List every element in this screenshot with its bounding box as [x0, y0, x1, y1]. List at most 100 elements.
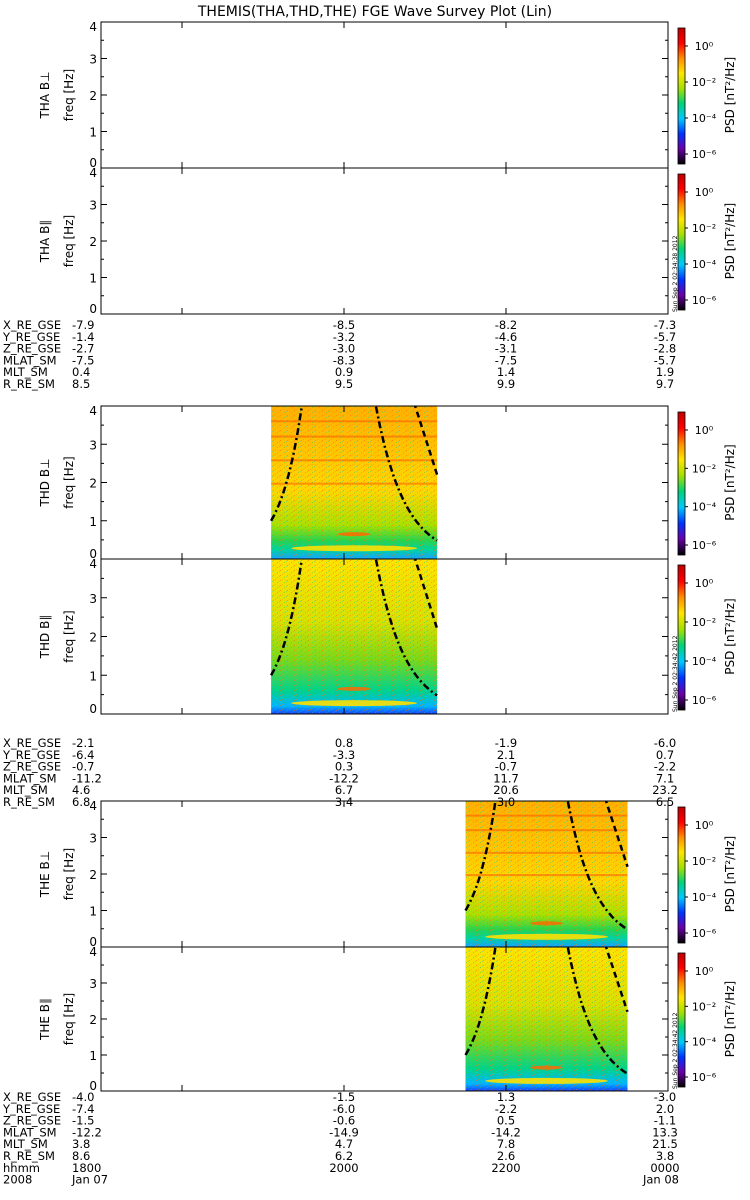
y-tick-label: 2 [89, 1013, 97, 1027]
ephemeris-value: -4.6 [495, 330, 517, 344]
ephemeris-value: -3.1 [495, 342, 517, 356]
time-tick-label: 0000 [650, 1161, 679, 1175]
ephemeris-value: -8.3 [333, 353, 355, 367]
colorbar [677, 173, 686, 311]
ephemeris-value: -8.5 [333, 318, 355, 332]
ephemeris-value: -0.7 [72, 760, 94, 774]
plot-title: THEMIS(THA,THD,THE) FGE Wave Survey Plot… [197, 4, 552, 20]
panel-the-par: 0 1 2 3 4 THE B∥ freq [Hz] 10⁰ 10⁻² 10⁻⁴ 10⁻⁶ PSD [… [38, 945, 737, 1093]
colorbar-tick-label: 10⁻⁶ [692, 694, 717, 707]
harmonic-line [465, 814, 628, 817]
colorbar [677, 411, 686, 556]
colorbar-tick-label: 10⁻⁶ [692, 148, 717, 161]
emission-band [291, 545, 418, 552]
gyro-curve-right [374, 559, 438, 697]
ephemeris-value: -1.1 [654, 1114, 676, 1128]
ephemeris-value: -4.0 [72, 1090, 94, 1104]
y-tick-label: 2 [89, 89, 97, 103]
panel-thd-par: 0 1 2 3 4 THD B∥ freq [Hz] 10⁰ 10⁻² 10⁻⁴ 10⁻⁶ PSD [… [38, 557, 737, 716]
ephemeris-value: -5.7 [654, 330, 676, 344]
ephemeris-value: -7.4 [72, 1102, 94, 1116]
y-tick-label: 2 [89, 235, 97, 249]
y-tick-label: 1 [89, 1049, 97, 1063]
ephemeris-value: -6.0 [333, 1102, 355, 1116]
colorbar-tick-label: 10⁰ [695, 186, 714, 199]
time-axis-labels: hhmm 1800 2000 2200 0000 2008 Jan 07 Jan 08 [3, 1161, 680, 1187]
time-tick-label: 1800 [72, 1161, 101, 1175]
ephemeris-value: 8.5 [72, 377, 90, 391]
y-tick-label: 1 [89, 272, 97, 286]
gyro-curve-dashed [604, 801, 629, 868]
time-tick-label: 2200 [491, 1161, 520, 1175]
ephemeris-row-label: Y_RE_GSE [2, 748, 60, 762]
y-tick-label: 4 [89, 20, 97, 34]
ephemeris-value: 6.2 [335, 1149, 353, 1163]
ephemeris-value: -3.0 [333, 342, 355, 356]
ephemeris-value: -7.3 [654, 318, 676, 332]
harmonic-line [465, 874, 628, 877]
ephemeris-value: -6.0 [654, 736, 676, 750]
colorbar [677, 952, 686, 1088]
emission-band [484, 1077, 609, 1084]
ephemeris-row-label: MLT_SM [3, 365, 48, 379]
colorbar-tick-label: 10⁻⁴ [692, 1036, 717, 1049]
ephemeris-value: 4.6 [72, 783, 90, 797]
ephemeris-value: 1.9 [656, 365, 674, 379]
emission-band [530, 921, 563, 926]
component-label: THD B⊥ [38, 458, 52, 507]
y-tick-label: 3 [89, 832, 97, 846]
emission-band [337, 686, 371, 691]
ephemeris-value: 6.8 [72, 795, 90, 809]
gyro-curve-right [566, 947, 629, 1075]
gyro-curve-dashed [413, 406, 439, 476]
spectrogram-panels: 0 1 2 3 4 THA B⊥ freq [Hz] 10⁰ 10⁻² 10⁻⁴ 10⁻⁶ PSD [… [38, 20, 737, 1093]
ephemeris-value: -7.9 [72, 318, 94, 332]
ephemeris-row-label: MLT_SM [3, 1137, 48, 1151]
ephemeris-value: -1.4 [72, 330, 94, 344]
y-tick-label: 3 [89, 592, 97, 606]
y-tick-label: 1 [89, 905, 97, 919]
ephemeris-value: 1.4 [497, 365, 515, 379]
colorbar-tick-label: 10⁰ [695, 965, 714, 978]
ephemeris-value: -0.7 [495, 760, 517, 774]
ephemeris-value: 7.8 [497, 1137, 515, 1151]
y-tick-label: 2 [89, 477, 97, 491]
ephemeris-value: 0.5 [497, 1114, 515, 1128]
ephemeris-table-tha: X_RE_GSE -7.9 -8.5 -8.2 -7.3 Y_RE_GSE -1.4 -3.2… [2, 318, 676, 391]
ephemeris-value: -2.7 [72, 342, 94, 356]
ephemeris-row-label: X_RE_GSE [3, 736, 61, 750]
ephemeris-value: 0.4 [72, 365, 90, 379]
ephemeris-row-label: MLAT_SM [3, 771, 57, 785]
colorbar-tick-label: 10⁻⁴ [692, 258, 717, 271]
colorbar-tick-label: 10⁻⁶ [692, 1071, 717, 1084]
ephemeris-value: -2.2 [495, 1102, 517, 1116]
component-label: THD B∥ [38, 615, 52, 660]
freq-axis-label: freq [Hz] [62, 848, 76, 900]
y-tick-label: 0 [89, 156, 97, 170]
ephemeris-value: -2.8 [654, 342, 676, 356]
colorbar-label: PSD [nT²/Hz] [723, 444, 737, 520]
ephemeris-row-label: Y_RE_GSE [2, 330, 60, 344]
ephemeris-row-label: Z_RE_GSE [3, 1114, 61, 1128]
ephemeris-value: 3.8 [656, 1149, 674, 1163]
ephemeris-value: 0.3 [335, 760, 353, 774]
gyro-curve-dashed [604, 947, 629, 1013]
colorbar [677, 564, 686, 711]
colorbar-tick-label: 10⁰ [695, 40, 714, 53]
render-timestamp: Sun Sep 2 02:34:42 2012 [672, 1012, 679, 1089]
y-tick-label: 4 [89, 945, 97, 959]
y-tick-label: 3 [89, 438, 97, 452]
ephemeris-value: 3.4 [335, 795, 353, 809]
gyro-curve-left [464, 801, 497, 912]
ephemeris-value: -12.2 [329, 771, 359, 785]
ephemeris-row-label: Z_RE_GSE [3, 342, 61, 356]
panel-tha-par: 0 1 2 3 4 THA B∥ freq [Hz] 10⁰ 10⁻² 10⁻⁴ 10⁻⁶ PSD [… [38, 166, 737, 316]
harmonic-line [465, 851, 628, 854]
ephemeris-row-label: Y_RE_GSE [2, 1102, 60, 1116]
colorbar-tick-label: 10⁻⁴ [692, 112, 717, 125]
y-tick-label: 0 [89, 547, 97, 561]
freq-axis-label: freq [Hz] [62, 69, 76, 121]
ephemeris-value: 6.7 [335, 783, 353, 797]
colorbar-tick-label: 10⁻² [692, 76, 716, 89]
